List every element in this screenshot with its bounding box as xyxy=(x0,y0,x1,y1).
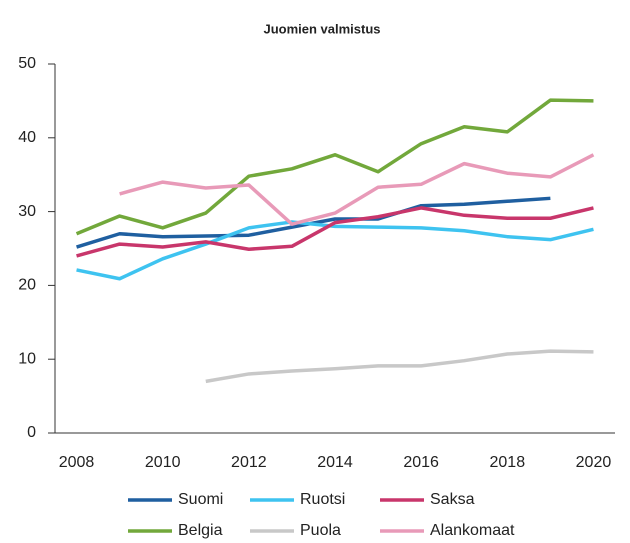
x-tick-label: 2014 xyxy=(317,454,353,471)
y-tick-label: 30 xyxy=(18,203,36,220)
line-series xyxy=(76,206,594,258)
legend-label: Ruotsi xyxy=(300,491,345,508)
line-series xyxy=(119,153,595,226)
x-tick-label: 2018 xyxy=(490,454,526,471)
legend-label: Puola xyxy=(300,522,341,539)
y-tick-label: 20 xyxy=(18,277,36,294)
y-tick-label: 10 xyxy=(18,350,36,367)
legend-label: Saksa xyxy=(430,491,475,508)
x-tick-label: 2016 xyxy=(403,454,439,471)
line-series xyxy=(76,220,594,281)
chart-title: Juomien valmistus xyxy=(263,21,380,36)
legend-label: Belgia xyxy=(178,522,223,539)
y-tick-label: 40 xyxy=(18,129,36,146)
legend-label: Suomi xyxy=(178,491,223,508)
x-tick-label: 2010 xyxy=(145,454,181,471)
y-tick-label: 50 xyxy=(18,55,36,72)
line-series xyxy=(75,98,594,236)
y-tick-label: 0 xyxy=(27,424,36,441)
x-tick-label: 2020 xyxy=(576,454,612,471)
x-tick-label: 2008 xyxy=(59,454,95,471)
x-tick-label: 2012 xyxy=(231,454,267,471)
line-series xyxy=(205,349,594,384)
legend-label: Alankomaat xyxy=(430,522,515,539)
